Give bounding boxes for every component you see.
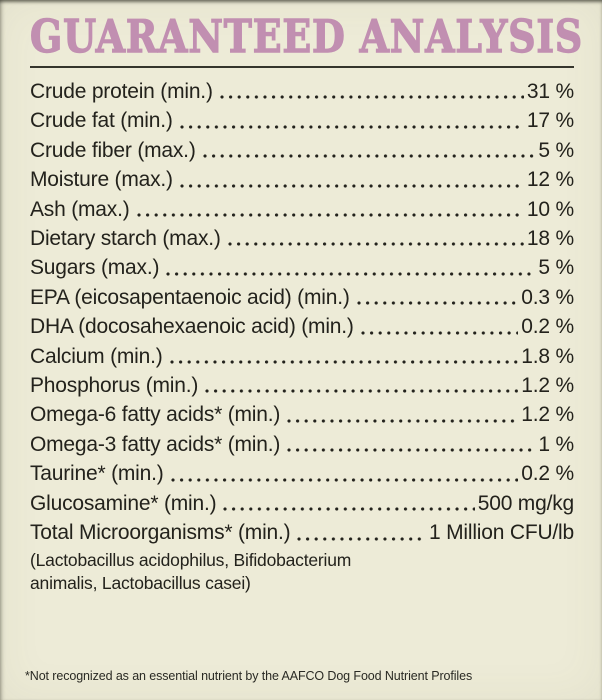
nutrient-value: 0.3 %	[521, 285, 574, 309]
nutrient-name: Crude protein (min.)	[30, 80, 213, 103]
microorganisms-species-note: (Lactobacillus acidophilus, Bifidobacter…	[30, 549, 352, 594]
analysis-row: Omega-3 fatty acids* (min.) 1 %	[30, 430, 574, 459]
dot-leader	[170, 477, 519, 482]
aafco-footnote: *Not recognized as an essential nutrient…	[25, 669, 473, 683]
analysis-row: Taurine* (min.) 0.2 %	[30, 459, 574, 488]
nutrient-value: 5 %	[538, 256, 574, 280]
analysis-row: Glucosamine* (min.) 500 mg/kg	[30, 489, 574, 518]
nutrient-value: 1 Million CFU/lb	[429, 521, 574, 545]
dot-leader	[356, 301, 519, 306]
analysis-row: Crude fiber (max.) 5 %	[30, 136, 574, 165]
dot-leader	[179, 183, 524, 188]
dot-leader	[219, 95, 524, 100]
nutrient-name: Glucosamine* (min.)	[30, 491, 217, 515]
dot-leader	[227, 242, 524, 247]
dot-leader	[166, 271, 536, 276]
nutrient-name: DHA (docosahexaenoic acid) (min.)	[30, 315, 354, 339]
nutrient-name: Total Microorganisms* (min.)	[30, 521, 291, 545]
dot-leader	[169, 360, 519, 365]
nutrient-value: 1 %	[538, 432, 574, 456]
dot-leader	[223, 507, 475, 512]
dot-leader	[202, 154, 536, 159]
nutrient-value: 18 %	[526, 227, 574, 251]
nutrient-value: 0.2 %	[521, 462, 574, 486]
dot-leader	[179, 124, 524, 129]
nutrient-value: 17 %	[526, 109, 574, 133]
nutrient-value: 5 %	[538, 138, 574, 162]
nutrient-name: Moisture (max.)	[30, 168, 173, 192]
nutrient-value: 1.2 %	[521, 374, 574, 398]
dot-leader	[287, 418, 519, 423]
nutrient-value: 12 %	[526, 168, 574, 192]
nutrient-name: Dietary starch (max.)	[30, 227, 221, 251]
nutrient-value: 0.2 %	[521, 315, 574, 339]
analysis-row: Calcium (min.) 1.8 %	[30, 342, 574, 371]
dot-leader	[287, 448, 536, 453]
nutrient-value: 10 %	[526, 197, 574, 221]
dot-leader	[360, 330, 519, 335]
nutrient-name: Crude fiber (max.)	[30, 138, 196, 162]
dot-leader	[297, 536, 426, 541]
nutrient-value: 1.2 %	[521, 403, 574, 427]
nutrient-value: 31 %	[526, 80, 574, 103]
analysis-row: Crude fat (min.) 17 %	[30, 106, 574, 135]
analysis-row: Dietary starch (max.) 18 %	[30, 224, 574, 253]
panel-title: GUARANTEED ANALYSIS	[29, 10, 583, 63]
analysis-row: DHA (docosahexaenoic acid) (min.) 0.2 %	[30, 312, 574, 341]
analysis-rows: Crude protein (min.) 31 % Crude fat (min…	[30, 77, 574, 548]
nutrient-name: Crude fat (min.)	[30, 109, 173, 133]
nutrient-name: Omega-6 fatty acids* (min.)	[30, 403, 281, 427]
analysis-row: Phosphorus (min.) 1.2 %	[30, 371, 574, 400]
nutrient-name: Sugars (max.)	[30, 256, 160, 280]
analysis-row: Moisture (max.) 12 %	[30, 165, 574, 194]
nutrient-name: Taurine* (min.)	[30, 462, 164, 486]
title-underline	[30, 66, 574, 68]
analysis-row: Ash (max.) 10 %	[30, 195, 574, 224]
nutrient-value: 1.8 %	[521, 344, 574, 368]
nutrient-value: 500 mg/kg	[477, 491, 574, 515]
dot-leader	[205, 389, 519, 394]
analysis-row: Omega-6 fatty acids* (min.) 1.2 %	[30, 400, 574, 429]
nutrient-name: EPA (eicosapentaenoic acid) (min.)	[30, 285, 350, 309]
nutrient-name: Phosphorus (min.)	[30, 374, 199, 398]
analysis-row: Total Microorganisms* (min.) 1 Million C…	[30, 518, 574, 547]
nutrient-name: Omega-3 fatty acids* (min.)	[30, 432, 281, 456]
dot-leader	[136, 213, 524, 218]
nutrient-name: Calcium (min.)	[30, 344, 163, 368]
nutrient-name: Ash (max.)	[30, 197, 130, 221]
analysis-row: EPA (eicosapentaenoic acid) (min.) 0.3 %	[30, 283, 574, 312]
analysis-row: Sugars (max.) 5 %	[30, 253, 574, 282]
analysis-row: Crude protein (min.) 31 %	[30, 77, 574, 106]
